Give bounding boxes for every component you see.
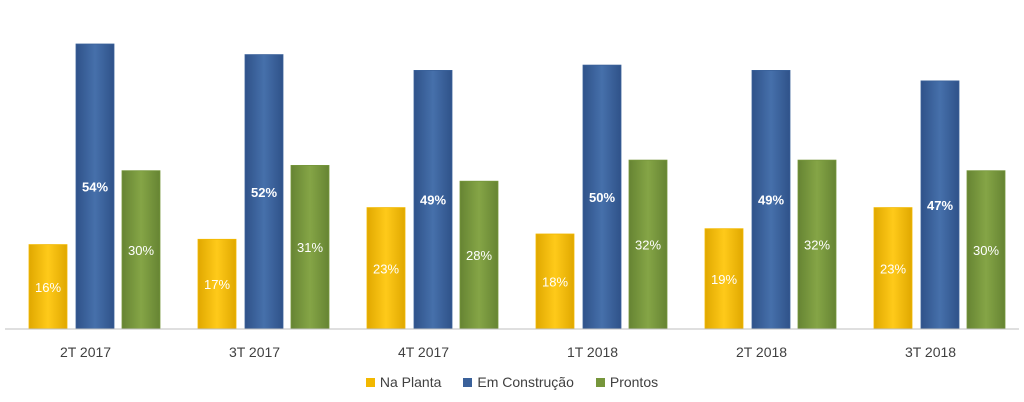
- data-label-na-planta-3: 23%: [373, 261, 399, 276]
- legend-item-na-planta: Na Planta: [365, 374, 442, 390]
- bar-em-construcao-3: [413, 70, 453, 330]
- data-label-na-planta-5: 19%: [711, 272, 737, 287]
- bar-em-construcao-1: [75, 43, 115, 330]
- legend-item-prontos: Prontos: [595, 374, 659, 390]
- legend-swatch-prontos: [595, 377, 605, 387]
- bar-em-construcao-6: [920, 80, 960, 330]
- bar-na-planta-2: [197, 238, 237, 330]
- legend: Na Planta Em Construção Prontos: [0, 370, 1024, 394]
- data-label-prontos-5: 32%: [804, 238, 830, 253]
- data-label-prontos-4: 32%: [635, 238, 661, 253]
- bar-na-planta-6: [873, 207, 913, 330]
- legend-swatch-na-planta: [365, 377, 375, 387]
- data-label-prontos-1: 30%: [128, 243, 154, 258]
- bar-na-planta-1: [28, 244, 68, 330]
- bar-na-planta-4: [535, 233, 575, 330]
- x-tick-label-4: 1T 2018: [567, 344, 618, 360]
- data-label-na-planta-1: 16%: [35, 280, 61, 295]
- bar-prontos-1: [121, 170, 161, 330]
- legend-item-em-construcao: Em Construção: [463, 374, 574, 390]
- legend-label-prontos: Prontos: [609, 374, 659, 390]
- x-tick-label-2: 3T 2017: [229, 344, 280, 360]
- bar-em-construcao-2: [244, 54, 284, 330]
- data-label-prontos-3: 28%: [466, 248, 492, 263]
- legend-swatch-em-construcao: [463, 377, 473, 387]
- bar-prontos-4: [628, 159, 668, 330]
- x-tick-label-1: 2T 2017: [60, 344, 111, 360]
- data-label-prontos-2: 31%: [297, 240, 323, 255]
- data-label-em-construcao-1: 54%: [82, 180, 108, 195]
- data-label-em-construcao-4: 50%: [589, 190, 615, 205]
- x-tick-label-6: 3T 2018: [905, 344, 956, 360]
- data-label-em-construcao-2: 52%: [251, 185, 277, 200]
- legend-label-na-planta: Na Planta: [379, 374, 442, 390]
- data-label-prontos-6: 30%: [973, 243, 999, 258]
- data-label-na-planta-4: 18%: [542, 275, 568, 290]
- bar-em-construcao-4: [582, 64, 622, 330]
- bar-prontos-6: [966, 170, 1006, 330]
- bar-prontos-5: [797, 159, 837, 330]
- x-tick-label-5: 2T 2018: [736, 344, 787, 360]
- data-label-em-construcao-6: 47%: [927, 198, 953, 213]
- legend-label-em-construcao: Em Construção: [477, 374, 574, 390]
- data-label-em-construcao-5: 49%: [758, 193, 784, 208]
- x-tick-label-3: 4T 2017: [398, 344, 449, 360]
- bar-prontos-2: [290, 164, 330, 330]
- data-label-em-construcao-3: 49%: [420, 193, 446, 208]
- bar-em-construcao-5: [751, 70, 791, 330]
- data-label-na-planta-2: 17%: [204, 277, 230, 292]
- chart-plot: 16% 54% 30% 17% 52% 31% 23% 49% 28% 18% 50% 32% 19% 4…: [5, 43, 1019, 360]
- data-label-na-planta-6: 23%: [880, 261, 906, 276]
